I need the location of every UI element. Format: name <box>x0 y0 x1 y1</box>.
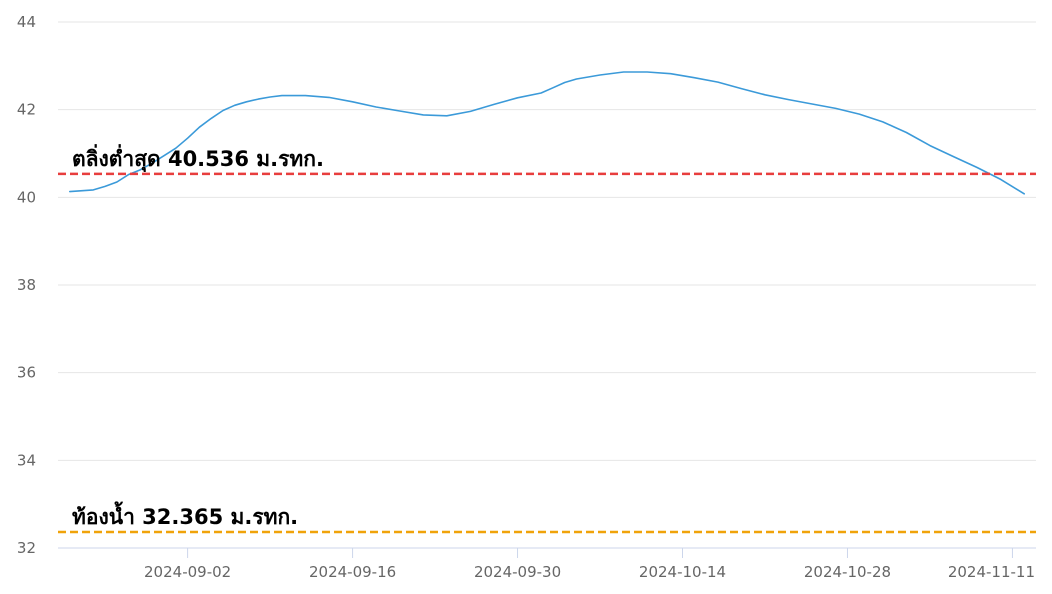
x-axis: 2024-09-02 2024-09-16 2024-09-30 2024-10-14… <box>58 547 1036 581</box>
x-tick-label: 2024-09-02 <box>144 563 231 581</box>
y-tick-label: 36 <box>17 364 36 382</box>
x-tick-label: 2024-11-11 <box>948 563 1035 581</box>
x-tick-label: 2024-09-16 <box>309 563 396 581</box>
y-axis: 32 34 36 38 40 42 44 <box>17 13 36 557</box>
reference-lines: ตลิ่งต่ำสุด 40.536 ม.รทก. ท้องน้ำ 32.365 … <box>58 143 1036 534</box>
y-tick-label: 40 <box>17 188 36 206</box>
min-bank-label: ตลิ่งต่ำสุด 40.536 ม.รทก. <box>72 143 324 173</box>
y-tick-label: 44 <box>17 13 36 31</box>
y-tick-label: 42 <box>17 101 36 119</box>
x-tick-label: 2024-10-28 <box>804 563 891 581</box>
gridlines <box>58 21 1036 549</box>
y-tick-label: 34 <box>17 451 36 469</box>
y-tick-label: 32 <box>17 539 36 557</box>
riverbed-label: ท้องน้ำ 32.365 ม.รทก. <box>72 501 298 529</box>
series-line <box>69 71 1025 195</box>
y-tick-label: 38 <box>17 276 36 294</box>
x-tick-label: 2024-10-14 <box>639 563 726 581</box>
series-layer <box>69 71 1025 195</box>
x-tick-label: 2024-09-30 <box>474 563 561 581</box>
